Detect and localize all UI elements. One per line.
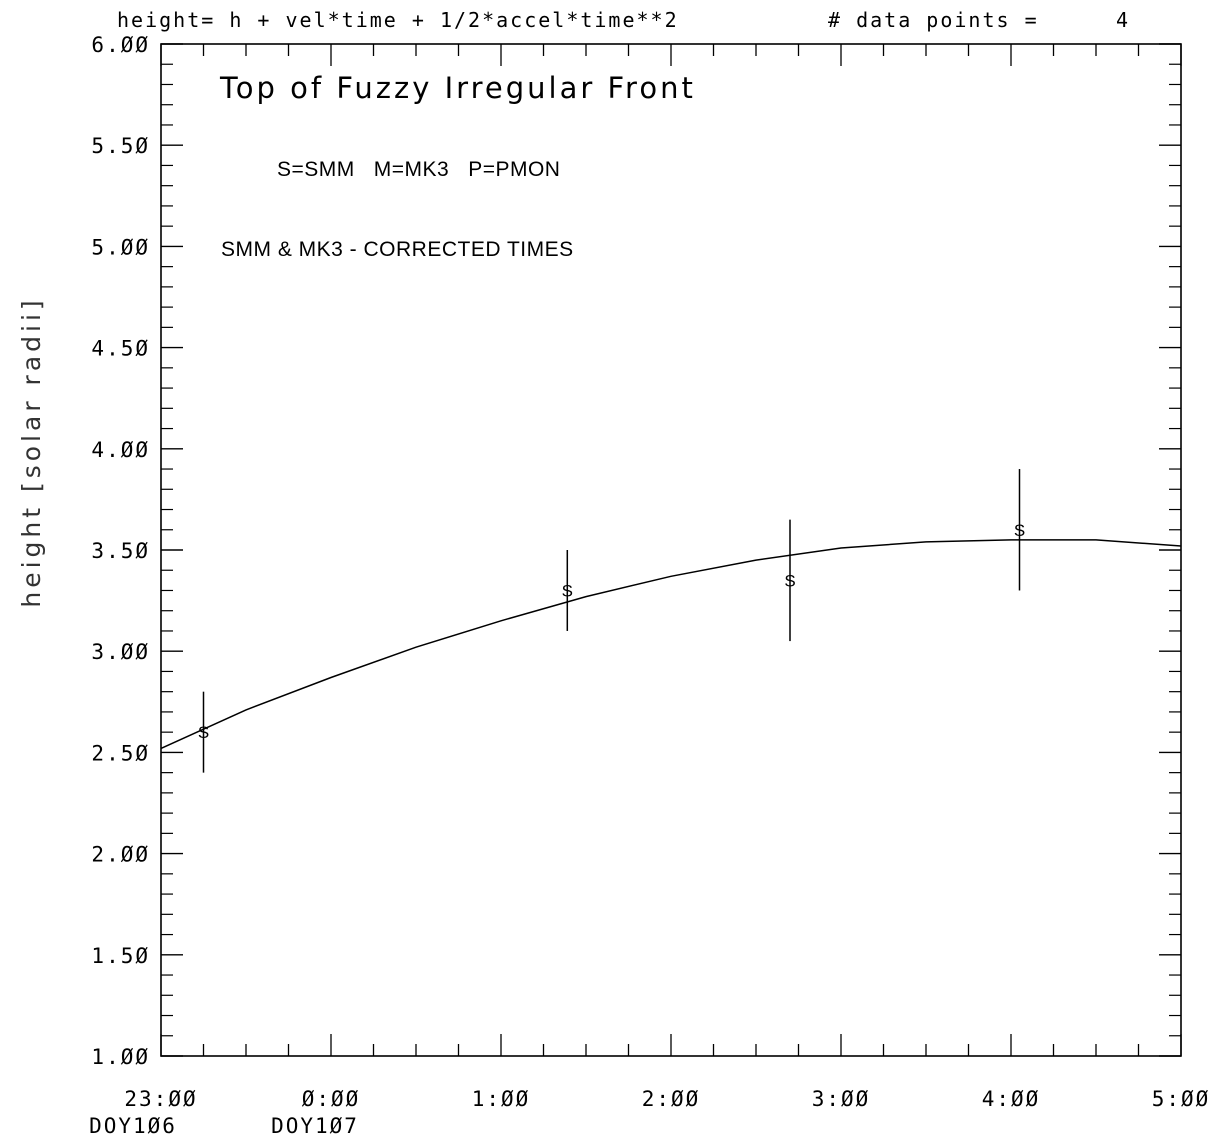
- data-point-marker: S: [1014, 521, 1025, 540]
- data-points: S S S S: [198, 469, 1025, 773]
- note-corrected-times: SMM & MK3 - CORRECTED TIMES: [221, 238, 574, 261]
- y-tick-label: 4.5Ø: [91, 337, 150, 361]
- x-tick-sublabel: DOY1Ø6: [89, 1114, 177, 1138]
- y-tick-label: 1.5Ø: [91, 944, 150, 968]
- y-tick-label: 2.ØØ: [91, 843, 150, 867]
- fit-curve: [160, 539, 1182, 750]
- x-tick-label: 2:ØØ: [642, 1087, 701, 1111]
- x-tick-label: 1:ØØ: [472, 1087, 531, 1111]
- y-tick-label: 6.ØØ: [91, 33, 150, 57]
- x-tick-label: Ø:ØØ: [302, 1087, 361, 1111]
- y-tick-label: 3.5Ø: [91, 539, 150, 563]
- x-tick-label: 23:ØØ: [124, 1087, 197, 1111]
- x-axis: 23:ØØ DOY1Ø6 Ø:ØØ DOY1Ø7 1:ØØ 2:ØØ 3:ØØ 4:ØØ 5:Ø…: [89, 44, 1211, 1138]
- x-tick-label: 4:ØØ: [982, 1087, 1041, 1111]
- y-tick-label: 3.ØØ: [91, 640, 150, 664]
- y-tick-label: 2.5Ø: [91, 741, 150, 765]
- y-tick-label: 5.ØØ: [91, 235, 150, 259]
- x-tick-label: 3:ØØ: [812, 1087, 871, 1111]
- y-axis: 1.ØØ 1.5Ø 2.ØØ 2.5Ø 3.ØØ 3.5Ø 4.ØØ 4.5Ø 5.ØØ 5.5Ø…: [91, 33, 1181, 1069]
- y-tick-label: 4.ØØ: [91, 438, 150, 462]
- x-tick-sublabel: DOY1Ø7: [271, 1114, 359, 1138]
- data-point-marker: S: [562, 581, 573, 600]
- chart-title: Top of Fuzzy Irregular Front: [219, 71, 696, 105]
- fit-equation: height= h + vel*time + 1/2*accel*time**2: [117, 8, 679, 32]
- data-points-count: 4: [1116, 8, 1130, 32]
- data-point-marker: S: [198, 723, 209, 742]
- y-tick-label: 5.5Ø: [91, 134, 150, 158]
- y-tick-label: 1.ØØ: [91, 1045, 150, 1069]
- data-point-marker: S: [784, 571, 795, 590]
- x-tick-label: 5:ØØ: [1152, 1087, 1211, 1111]
- plot-frame: [160, 43, 1182, 1057]
- y-axis-label: height [solar radii]: [17, 296, 46, 607]
- legend-text: S=SMM M=MK3 P=PMON: [277, 158, 560, 181]
- data-points-label: # data points =: [828, 8, 1039, 32]
